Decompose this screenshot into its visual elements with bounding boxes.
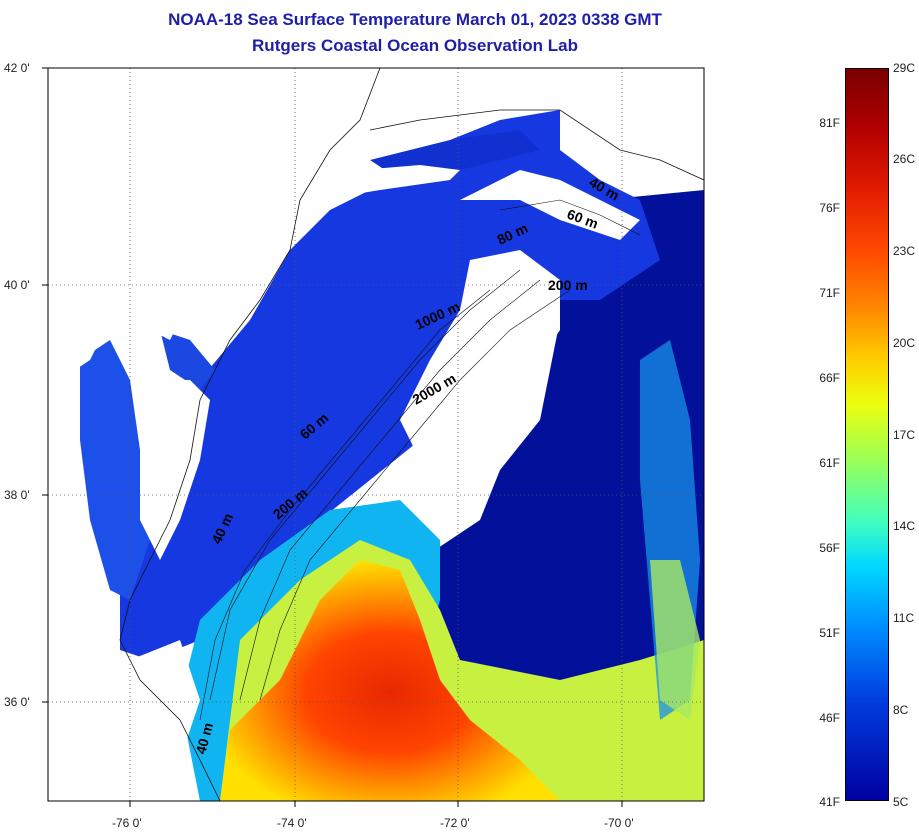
axis-ticks bbox=[42, 67, 623, 807]
coastline bbox=[369, 109, 704, 181]
longitude-label: -72 0' bbox=[440, 816, 470, 830]
offshore-cold-water bbox=[420, 190, 704, 801]
cloud-mask bbox=[460, 170, 640, 240]
contour-line bbox=[199, 289, 491, 721]
colorbar-f-label: 46F bbox=[819, 711, 840, 725]
shelf-water bbox=[120, 110, 660, 660]
colorbar-f-label: 56F bbox=[819, 541, 840, 555]
colorbar-c-label: 23C bbox=[893, 244, 916, 258]
land-virginia-nc bbox=[48, 560, 120, 801]
temperature-colorbar bbox=[845, 68, 889, 801]
chesapeake-bay bbox=[80, 340, 150, 600]
colorbar-f-label: 61F bbox=[819, 456, 840, 470]
map-subtitle: Rutgers Coastal Ocean Observation Lab bbox=[252, 36, 578, 55]
gulf-stream-core bbox=[220, 560, 560, 801]
offshore-streak-warm bbox=[650, 560, 700, 720]
contour-line bbox=[239, 279, 541, 701]
contour-label: 40 m bbox=[192, 721, 216, 756]
colorbar-f-label: 66F bbox=[819, 371, 840, 385]
colorbar-f-label: 76F bbox=[819, 201, 840, 215]
longitude-label: -70 0' bbox=[604, 816, 634, 830]
colorbar-c-label: 14C bbox=[893, 519, 916, 533]
latitude-label: 42 0' bbox=[4, 61, 30, 75]
map-title: NOAA-18 Sea Surface Temperature March 01… bbox=[168, 10, 662, 29]
colorbar-c-label: 11C bbox=[893, 611, 915, 625]
land-long-island bbox=[300, 165, 460, 200]
graticule bbox=[48, 68, 704, 801]
colorbar-c-label: 17C bbox=[893, 428, 916, 442]
colorbar-c-label: 8C bbox=[893, 703, 909, 717]
latitude-label: 40 0' bbox=[4, 278, 30, 292]
coastline bbox=[119, 68, 381, 801]
land-outer-banks bbox=[110, 640, 200, 801]
land-delmarva bbox=[140, 380, 210, 560]
delaware-bay bbox=[160, 330, 215, 390]
contour-line bbox=[209, 269, 521, 701]
colorbar-f-label: 51F bbox=[819, 626, 840, 640]
contour-line bbox=[499, 199, 641, 236]
longitude-label: -76 0' bbox=[112, 816, 142, 830]
colorbar-c-label: 29C bbox=[893, 61, 916, 75]
land-mainland bbox=[48, 68, 380, 400]
colorbar-c-label: 5C bbox=[893, 795, 909, 809]
land-new-england bbox=[370, 68, 704, 180]
colorbar-f-label: 71F bbox=[819, 286, 840, 300]
map-frame bbox=[47, 67, 705, 802]
contour-label: 200 m bbox=[548, 277, 588, 293]
latitude-label: 38 0' bbox=[4, 488, 30, 502]
contour-line bbox=[259, 289, 571, 701]
colorbar-f-label: 41F bbox=[819, 795, 840, 809]
colorbar-c-label: 20C bbox=[893, 336, 916, 350]
colorbar-f-label: 81F bbox=[819, 116, 840, 130]
latitude-label: 36 0' bbox=[4, 695, 30, 709]
colorbar-c-label: 26C bbox=[893, 152, 916, 166]
longitude-label: -74 0' bbox=[277, 816, 307, 830]
